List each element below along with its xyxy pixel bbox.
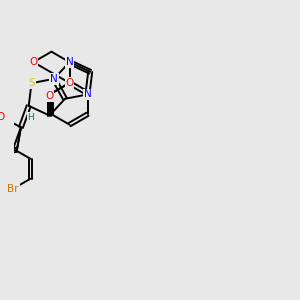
- Text: N: N: [50, 74, 58, 84]
- Text: H: H: [28, 113, 34, 122]
- Text: O: O: [29, 57, 38, 67]
- Text: O: O: [45, 91, 54, 101]
- Text: Br: Br: [8, 184, 19, 194]
- Text: N: N: [66, 57, 74, 67]
- Text: N: N: [84, 89, 91, 99]
- Text: S: S: [28, 78, 35, 88]
- Text: O: O: [65, 78, 74, 88]
- Text: O: O: [0, 112, 5, 122]
